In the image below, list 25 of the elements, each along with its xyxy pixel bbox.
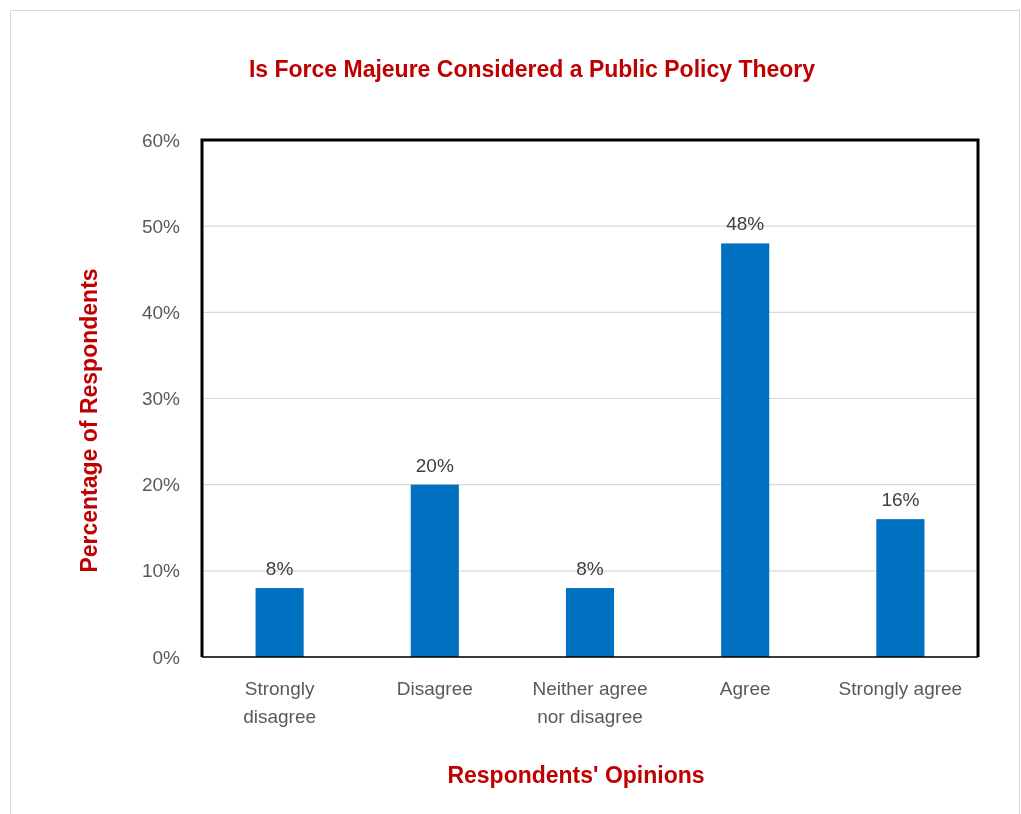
- y-tick-label: 60%: [141, 129, 181, 151]
- y-tick-label: 40%: [141, 301, 181, 323]
- bar: [410, 484, 459, 657]
- x-axis-title: Respondents' Opinions: [447, 762, 705, 788]
- data-label: 8%: [576, 558, 604, 580]
- y-tick-label: 50%: [141, 215, 181, 237]
- chart-title: Is Force Majeure Considered a Public Policy Theory: [248, 56, 816, 82]
- x-tick-label: Strongly disagree: [243, 678, 317, 727]
- y-axis-title: Percentage of Respondents: [76, 268, 102, 573]
- x-tick-label: Disagree: [396, 678, 473, 699]
- y-tick-label: 30%: [141, 388, 181, 410]
- bar: [721, 243, 770, 657]
- y-tick-label: 10%: [141, 560, 181, 582]
- bar: [255, 588, 304, 657]
- data-label: 20%: [415, 454, 454, 476]
- data-label: 48%: [726, 213, 765, 235]
- x-tick-label: Neither agree nor disagree: [532, 678, 648, 727]
- x-tick-label: Agree: [719, 678, 771, 699]
- data-label: 16%: [881, 489, 920, 511]
- data-label: 8%: [265, 558, 294, 580]
- bar: [876, 519, 925, 657]
- y-tick-label: 20%: [141, 474, 181, 496]
- bar: [565, 588, 615, 657]
- x-tick-label: Strongly agree: [838, 678, 963, 699]
- y-tick-label: 0%: [152, 646, 181, 668]
